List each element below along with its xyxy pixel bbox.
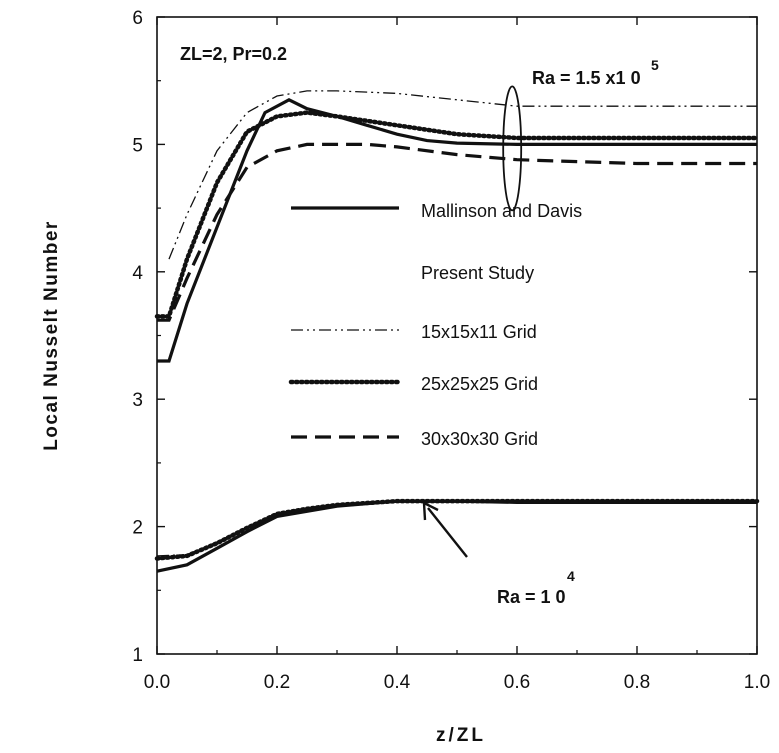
arrow-head: [422, 500, 439, 521]
params-label: ZL=2, Pr=0.2: [180, 44, 287, 64]
y-tick-label: 2: [132, 518, 143, 539]
annotations: ZL=2, Pr=0.2 Ra = 1.5 x1 0 5 Ra = 1 04: [180, 44, 659, 607]
series-line: [156, 499, 757, 561]
x-tick-label: 0.6: [504, 672, 530, 693]
legend-label: 15x15x11 Grid: [421, 322, 537, 342]
x-tick-label: 0.4: [384, 672, 411, 693]
x-axis-label: z/ZL: [436, 725, 486, 746]
x-tick-label: 0.0: [144, 672, 170, 693]
series-line: [154, 110, 760, 319]
legend-label: Mallinson and Davis: [421, 201, 582, 221]
series-line: [157, 142, 757, 322]
x-tick-label: 0.8: [624, 672, 650, 693]
y-tick-label: 3: [132, 390, 143, 411]
ra-high-exponent: 5: [651, 57, 659, 73]
ra-low-exponent: 4: [567, 568, 575, 584]
y-tick-label: 5: [132, 135, 143, 156]
series-line: [168, 90, 757, 260]
ra-high-label: Ra = 1.5 x1 0: [532, 68, 641, 88]
ra-low-label: Ra = 1 0: [497, 587, 566, 607]
legend: Mallinson and Davis Present Study 15x15x11…: [288, 201, 582, 449]
series-line: [154, 498, 760, 561]
y-tick-label: 6: [132, 8, 143, 29]
x-tick-label: 1.0: [744, 672, 770, 693]
series-line: [156, 499, 757, 573]
x-tick-label: 0.2: [264, 672, 290, 693]
arrow-shaft: [427, 507, 468, 558]
axes: 0.0 0.2 0.4 0.6 0.8 1.0 1 2 3 4 5 6 z/ZL Local Nussel…: [41, 8, 770, 746]
legend-label: 25x25x25 Grid: [421, 374, 538, 394]
series-group: [154, 90, 760, 573]
legend-label: 30x30x30 Grid: [421, 429, 538, 449]
y-tick-label: 4: [132, 263, 143, 284]
y-axis-label: Local Nusselt Number: [41, 220, 62, 451]
y-tick-label: 1: [132, 645, 143, 666]
group-ellipse: [502, 85, 523, 212]
legend-heading: Present Study: [421, 263, 534, 283]
